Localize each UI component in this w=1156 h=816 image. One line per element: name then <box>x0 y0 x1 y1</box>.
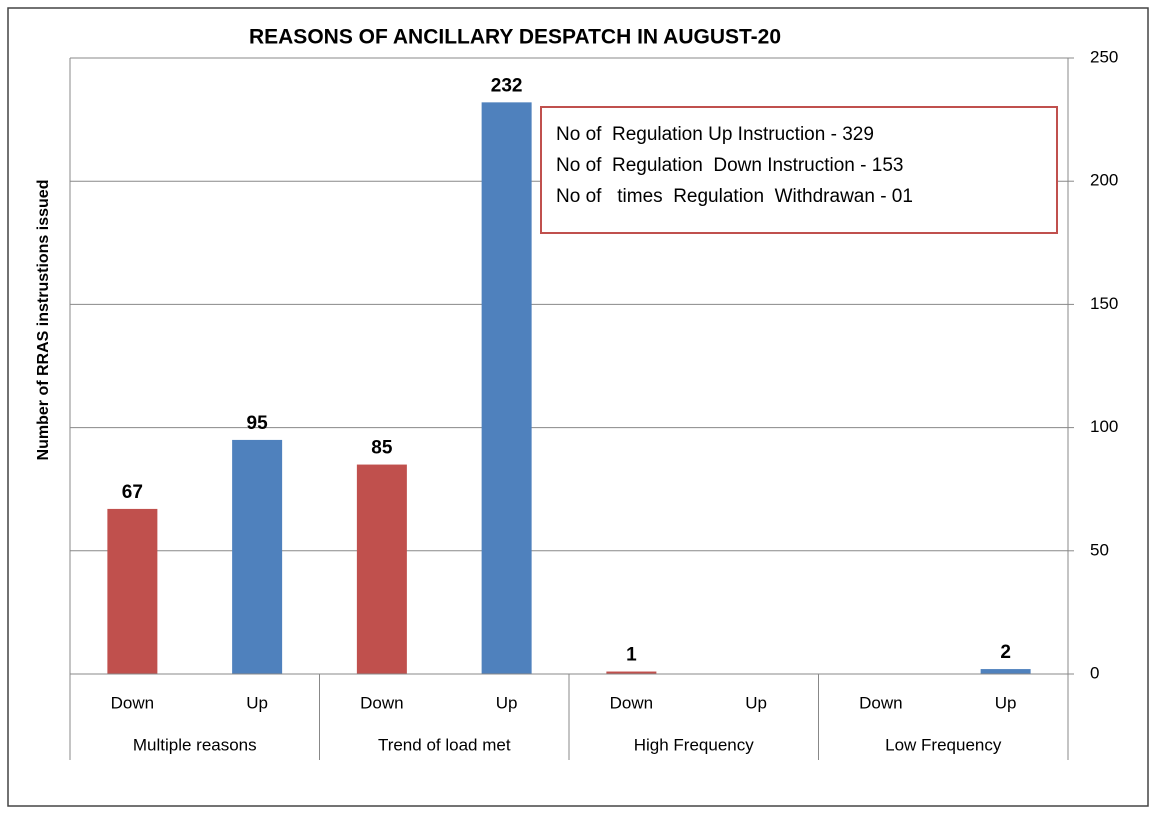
y-tick-label: 150 <box>1090 294 1118 313</box>
annotation: No of Regulation Down Instruction - 153 <box>556 155 903 176</box>
annotation: No of times Regulation Withdrawan - 01 <box>556 186 913 207</box>
x-tick-label: Down <box>610 693 653 712</box>
y-tick-label: 50 <box>1090 540 1109 559</box>
x-tick-label: Up <box>745 693 767 712</box>
annotation: No of Regulation Up Instruction - 329 <box>556 124 874 145</box>
group-label: Trend of load met <box>378 735 511 754</box>
group-label: High Frequency <box>634 735 755 754</box>
y-tick-label: 200 <box>1090 171 1118 190</box>
group-label: Multiple reasons <box>133 735 257 754</box>
value-label: 2 <box>1000 642 1011 663</box>
value-label: 67 <box>122 482 143 503</box>
annotation-box <box>540 106 1058 234</box>
x-tick-label: Down <box>859 693 902 712</box>
chart-title: REASONS OF ANCILLARY DESPATCH IN AUGUST-… <box>249 26 781 49</box>
value-label: 1 <box>626 645 637 666</box>
value-label: 232 <box>491 75 523 96</box>
bar <box>232 439 283 674</box>
y-tick-label: 100 <box>1090 417 1118 436</box>
x-tick-label: Down <box>360 693 403 712</box>
y-tick-label: 250 <box>1090 47 1118 66</box>
bar <box>481 102 532 675</box>
x-tick-label: Down <box>111 693 154 712</box>
y-tick-label: 0 <box>1090 663 1099 682</box>
y-axis-title: Number of RRAS instrustions issued <box>35 180 52 461</box>
x-tick-label: Up <box>995 693 1017 712</box>
value-label: 95 <box>247 413 269 434</box>
bar <box>107 508 158 674</box>
x-tick-label: Up <box>246 693 268 712</box>
bar <box>980 669 1031 674</box>
x-tick-label: Up <box>496 693 518 712</box>
group-label: Low Frequency <box>885 735 1002 754</box>
bar <box>606 671 657 674</box>
bar <box>356 464 407 674</box>
value-label: 85 <box>371 438 393 459</box>
